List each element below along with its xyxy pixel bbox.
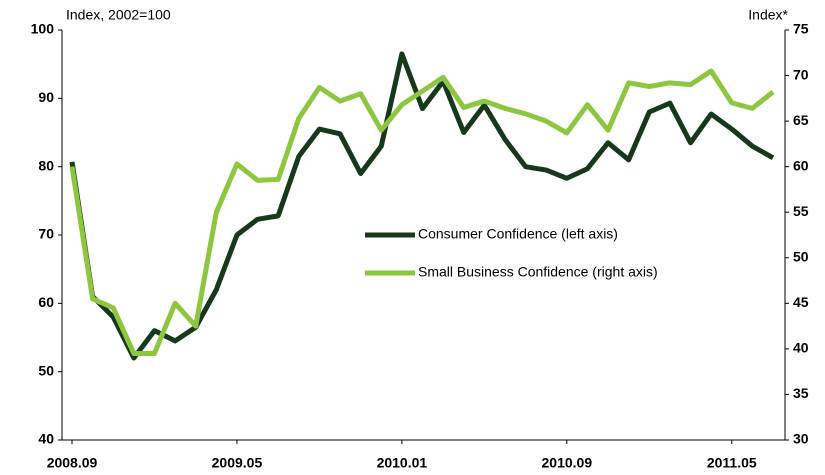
y2-tick-label: 60 xyxy=(793,157,809,173)
y-tick-label: 50 xyxy=(38,362,54,378)
x-tick-label: 2009.05 xyxy=(212,455,263,471)
y2-tick-label: 55 xyxy=(793,203,809,219)
y-tick-label: 60 xyxy=(38,294,54,310)
x-tick-label: 2011.05 xyxy=(707,455,757,471)
y-tick-label: 40 xyxy=(38,431,54,447)
series-line xyxy=(69,51,775,361)
y2-tick-label: 40 xyxy=(793,340,809,356)
y-tick-label: 90 xyxy=(38,89,54,105)
y-tick-label: 80 xyxy=(38,157,54,173)
y2-axis-title: Index* xyxy=(748,7,788,23)
y2-tick-label: 70 xyxy=(793,66,809,82)
y-axis-title: Index, 2002=100 xyxy=(66,7,171,23)
y2-tick-label: 75 xyxy=(793,21,809,37)
x-tick-label: 2010.09 xyxy=(542,455,593,471)
y-tick-label: 70 xyxy=(38,226,54,242)
x-tick-label: 2010.01 xyxy=(377,455,428,471)
y2-tick-label: 50 xyxy=(793,248,809,264)
series-line xyxy=(69,68,775,356)
y-tick-label: 100 xyxy=(31,21,55,37)
y2-tick-label: 45 xyxy=(793,294,809,310)
legend-label: Consumer Confidence (left axis) xyxy=(418,226,618,242)
legend-label: Small Business Confidence (right axis) xyxy=(418,264,658,280)
y2-tick-label: 65 xyxy=(793,112,809,128)
y2-tick-label: 30 xyxy=(793,431,809,447)
y2-tick-label: 35 xyxy=(793,385,809,401)
x-tick-label: 2008.09 xyxy=(47,455,98,471)
